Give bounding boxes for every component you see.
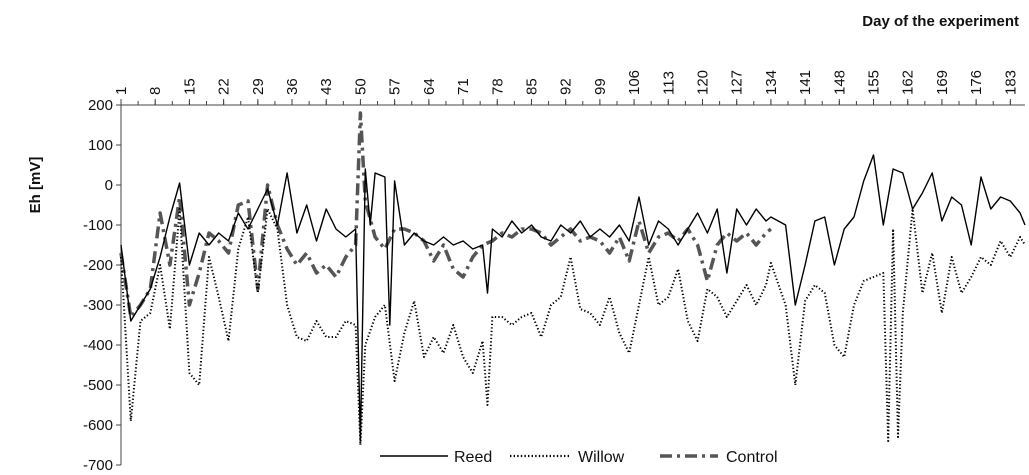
x-tick-label: 8 xyxy=(147,87,164,95)
series-line-reed xyxy=(120,154,1026,442)
series-line-willow xyxy=(120,208,1026,446)
y-tick-label: -700 xyxy=(83,457,113,474)
x-tick-label: 1 xyxy=(113,87,130,95)
legend: Reed Willow Control xyxy=(380,449,778,466)
x-tick-label: 57 xyxy=(387,78,404,95)
x-axis-title: Day of the experiment xyxy=(862,13,1019,30)
x-tick-label: 15 xyxy=(181,78,198,95)
legend-reed-label: Reed xyxy=(454,449,492,466)
y-tick-label: -400 xyxy=(83,337,113,354)
y-tick-label: 0 xyxy=(105,177,113,194)
x-tick-label: 36 xyxy=(284,78,301,95)
x-tick-label: 183 xyxy=(1002,70,1019,95)
y-axis-title: Eh [mV] xyxy=(27,157,44,214)
y-tick-label: 100 xyxy=(88,137,113,154)
legend-control-label: Control xyxy=(726,449,778,466)
x-tick-label: 176 xyxy=(968,70,985,95)
y-axis: 200 100 0 -100 -200 -300 -400 -500 -600 -700 xyxy=(83,97,122,474)
y-tick-label: 200 xyxy=(88,97,113,114)
x-tick-label: 134 xyxy=(763,70,780,95)
x-tick-label: 141 xyxy=(797,70,814,95)
x-tick-label: 50 xyxy=(352,78,369,95)
y-tick-label: -500 xyxy=(83,377,113,394)
x-tick-label: 127 xyxy=(729,70,746,95)
x-tick-label: 106 xyxy=(626,70,643,95)
series-lines xyxy=(119,111,1026,446)
y-tick-label: -300 xyxy=(83,297,113,314)
x-tick-label: 99 xyxy=(592,78,609,95)
y-tick-label: -600 xyxy=(83,417,113,434)
x-tick-label: 92 xyxy=(558,78,575,95)
x-axis: 1 8 15 22 29 36 43 50 57 64 71 78 85 92 99 106 113 120 127… xyxy=(113,70,1025,106)
legend-willow-label: Willow xyxy=(578,449,625,466)
x-tick-label: 78 xyxy=(489,78,506,95)
y-tick-label: -200 xyxy=(83,257,113,274)
x-tick-label: 148 xyxy=(831,70,848,95)
x-tick-label: 22 xyxy=(216,78,233,95)
x-tick-label: 155 xyxy=(866,70,883,95)
x-tick-label: 43 xyxy=(318,78,335,95)
y-tick-label: -100 xyxy=(83,217,113,234)
x-tick-label: 113 xyxy=(660,71,677,95)
series-line-control xyxy=(119,111,773,319)
x-tick-label: 169 xyxy=(934,70,951,95)
x-tick-label: 120 xyxy=(694,70,711,95)
x-tick-label: 162 xyxy=(900,70,917,95)
x-tick-label: 29 xyxy=(250,78,267,95)
x-tick-label: 64 xyxy=(421,78,438,95)
x-tick-label: 85 xyxy=(523,78,540,95)
x-tick-label: 71 xyxy=(455,78,472,95)
